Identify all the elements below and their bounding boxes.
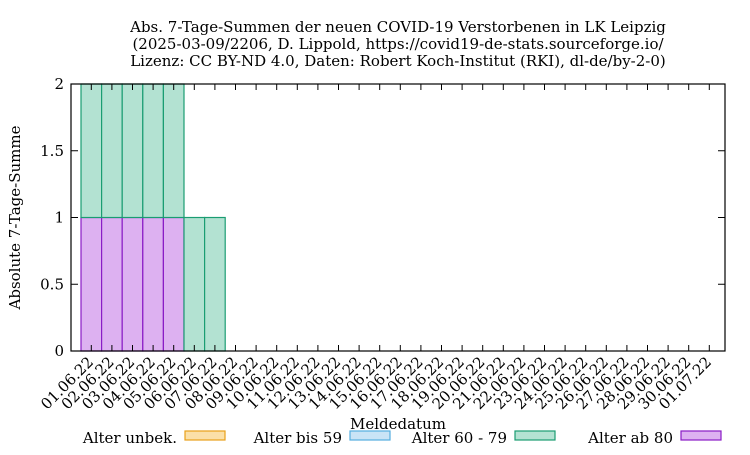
title-line-1: Abs. 7-Tage-Summen der neuen COVID-19 Ve… — [129, 18, 666, 36]
title-line-3: Lizenz: CC BY-ND 4.0, Daten: Robert Koch… — [130, 52, 666, 70]
bar-alter-60-79-03.06.22 — [121, 83, 144, 219]
y-tick-label: 0.5 — [40, 275, 64, 293]
bar-alter-60-79-02.06.22 — [100, 83, 123, 219]
bar-alter-60-79-07.06.22 — [204, 216, 226, 352]
bar-alter-ab-80-05.06.22 — [162, 216, 185, 352]
legend-swatch-alter-bis-59 — [349, 430, 391, 441]
bar-alter-60-79-05.06.22 — [162, 83, 185, 219]
legend-swatch-alter-unbek- — [184, 430, 226, 441]
bar-alter-60-79-01.06.22 — [80, 83, 103, 219]
bar-alter-60-79-04.06.22 — [142, 83, 165, 219]
y-axis: 0 0.5 1 1.5 2 — [40, 75, 725, 360]
legend-label-alter-unbek-: Alter unbek. — [82, 429, 177, 447]
y-axis-label: Absolute 7-Tage-Summe — [6, 125, 24, 310]
bar-alter-ab-80-02.06.22 — [100, 216, 123, 352]
bar-alter-ab-80-03.06.22 — [121, 216, 144, 352]
y-tick-label: 2 — [54, 75, 64, 93]
bar-alter-ab-80-01.06.22 — [80, 216, 103, 352]
legend-label-alter-ab-80: Alter ab 80 — [587, 429, 673, 447]
legend-swatch-alter-60-79 — [514, 430, 556, 441]
y-tick-label: 1.5 — [40, 142, 64, 160]
y-tick-label: 1 — [54, 209, 64, 227]
y-tick-label: 0 — [54, 342, 64, 360]
legend-label-alter-bis-59: Alter bis 59 — [253, 429, 342, 447]
chart-title: Abs. 7-Tage-Summen der neuen COVID-19 Ve… — [129, 18, 666, 70]
x-axis-label: Meldedatum — [350, 415, 446, 433]
bar-alter-60-79-06.06.22 — [183, 216, 206, 352]
bars — [80, 83, 226, 352]
legend-label-alter-60-79: Alter 60 - 79 — [411, 429, 507, 447]
legend: Alter unbek. Alter bis 59 Alter 60 - 79 Alt… — [82, 429, 722, 447]
bar-alter-ab-80-04.06.22 — [142, 216, 165, 352]
title-line-2: (2025-03-09/2206, D. Lippold, https://co… — [132, 35, 664, 53]
legend-swatch-alter-ab-80 — [680, 430, 722, 441]
